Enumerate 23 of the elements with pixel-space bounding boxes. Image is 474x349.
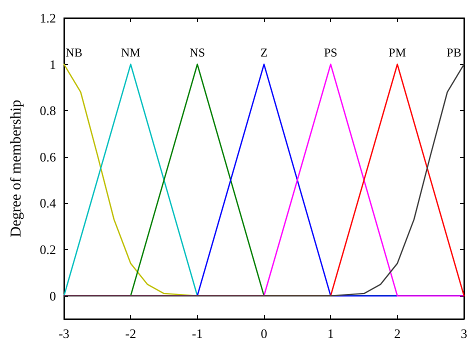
y-tick-label: 1.2 bbox=[40, 10, 56, 26]
series-label: PS bbox=[324, 45, 338, 60]
y-tick-label: 0.8 bbox=[40, 103, 56, 118]
series-label: NM bbox=[120, 45, 141, 60]
series-label: NB bbox=[66, 45, 82, 60]
y-axis-title: Degree of membership bbox=[8, 100, 24, 238]
y-tick-label: 1 bbox=[50, 56, 56, 72]
x-tick-label: -3 bbox=[58, 326, 70, 341]
y-tick-label: 0.2 bbox=[40, 242, 56, 258]
series-label: NS bbox=[190, 45, 206, 60]
x-tick-label: -1 bbox=[192, 326, 203, 341]
y-tick-label: 0.4 bbox=[40, 196, 56, 211]
x-tick-label: 1 bbox=[327, 326, 334, 341]
y-tick-label: 0.6 bbox=[40, 149, 56, 164]
series-label: PB bbox=[446, 45, 462, 60]
series-label: PM bbox=[388, 45, 406, 60]
series-label: Z bbox=[260, 45, 268, 60]
x-tick-label: 2 bbox=[394, 326, 401, 341]
line-series bbox=[63, 64, 465, 296]
x-tick-label: -2 bbox=[125, 326, 136, 341]
x-tick-label: 0 bbox=[260, 326, 268, 341]
x-tick-label: 3 bbox=[460, 326, 468, 341]
y-tick-label: 0 bbox=[50, 288, 56, 304]
